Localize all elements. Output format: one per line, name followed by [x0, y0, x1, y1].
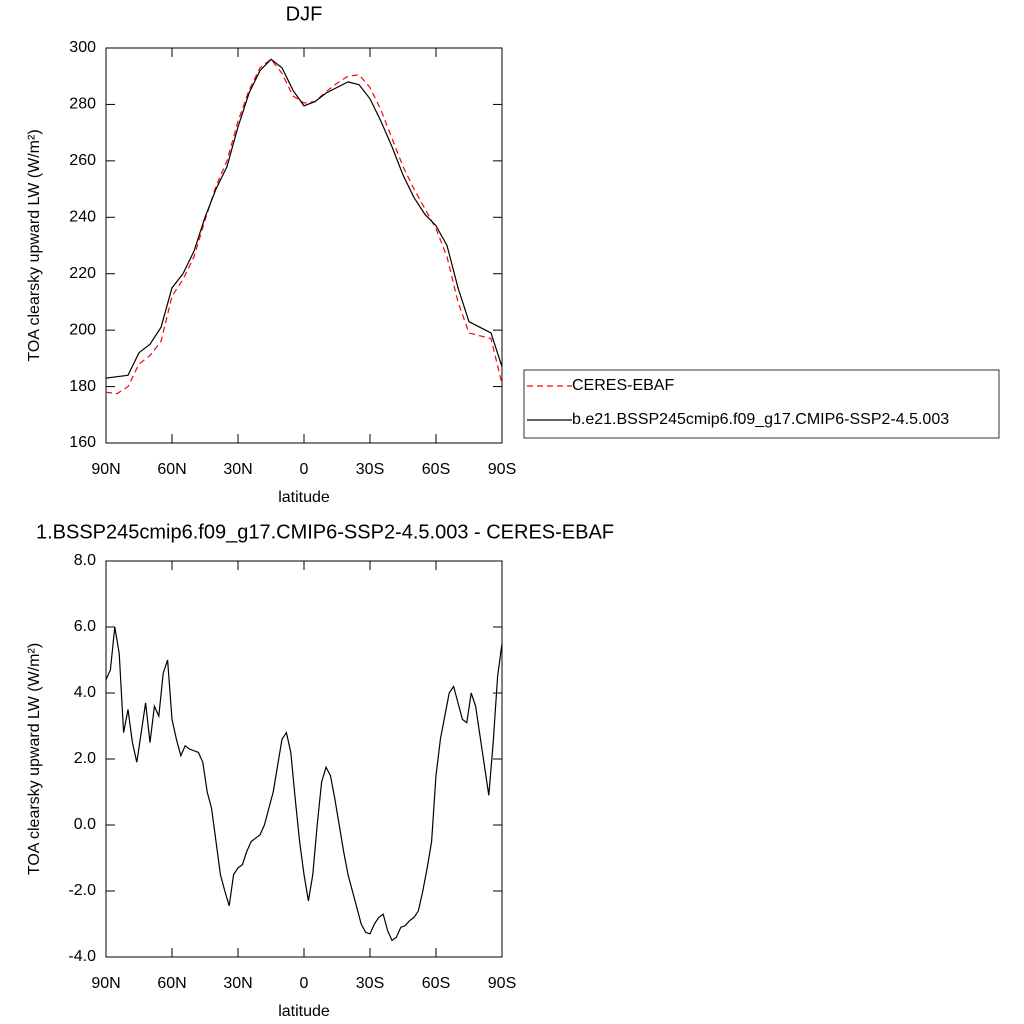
- x-tick-label: 60S: [422, 975, 450, 992]
- chart-title: 1.BSSP245cmip6.f09_g17.CMIP6-SSP2-4.5.00…: [36, 521, 614, 543]
- x-tick-label: 90S: [488, 461, 516, 478]
- plot-frame: [105, 47, 503, 444]
- y-tick-label: 180: [69, 378, 96, 395]
- y-tick-label: 300: [69, 39, 96, 56]
- x-tick-label: 0: [300, 975, 309, 992]
- x-tick-label: 60N: [157, 975, 186, 992]
- x-tick-label: 30N: [223, 461, 252, 478]
- y-tick-label: 160: [69, 434, 96, 451]
- y-tick-label: -2.0: [68, 882, 96, 899]
- y-tick-label: 8.0: [74, 552, 96, 569]
- y-tick-label: -4.0: [68, 948, 96, 965]
- y-axis-label: TOA clearsky upward LW (W/m²): [26, 643, 43, 875]
- legend-box: [523, 369, 1000, 439]
- y-tick-label: 6.0: [74, 618, 96, 635]
- x-tick-label: 60N: [157, 461, 186, 478]
- x-tick-label: 90N: [91, 461, 120, 478]
- x-axis-label: latitude: [278, 489, 330, 506]
- x-tick-label: 0: [300, 461, 309, 478]
- y-tick-label: 4.0: [74, 684, 96, 701]
- y-tick-label: 280: [69, 96, 96, 113]
- y-axis-label: TOA clearsky upward LW (W/m²): [26, 129, 43, 361]
- plot-frame: [105, 560, 503, 958]
- series-line: [105, 58, 503, 379]
- y-tick-label: 260: [69, 152, 96, 169]
- x-tick-label: 30S: [356, 975, 384, 992]
- x-axis-label: latitude: [278, 1003, 330, 1020]
- y-tick-label: 0.0: [74, 816, 96, 833]
- x-tick-label: 60S: [422, 461, 450, 478]
- series-line: [105, 626, 503, 942]
- y-tick-label: 240: [69, 209, 96, 226]
- x-tick-label: 30N: [223, 975, 252, 992]
- y-tick-label: 200: [69, 321, 96, 338]
- y-tick-label: 220: [69, 265, 96, 282]
- series-line: [105, 58, 503, 395]
- x-tick-label: 90N: [91, 975, 120, 992]
- legend-label: b.e21.BSSP245cmip6.f09_g17.CMIP6-SSP2-4.…: [572, 411, 949, 428]
- x-tick-label: 90S: [488, 975, 516, 992]
- legend-label: CERES-EBAF: [572, 377, 674, 394]
- chart-title: DJF: [286, 3, 323, 25]
- y-tick-label: 2.0: [74, 750, 96, 767]
- x-tick-label: 30S: [356, 461, 384, 478]
